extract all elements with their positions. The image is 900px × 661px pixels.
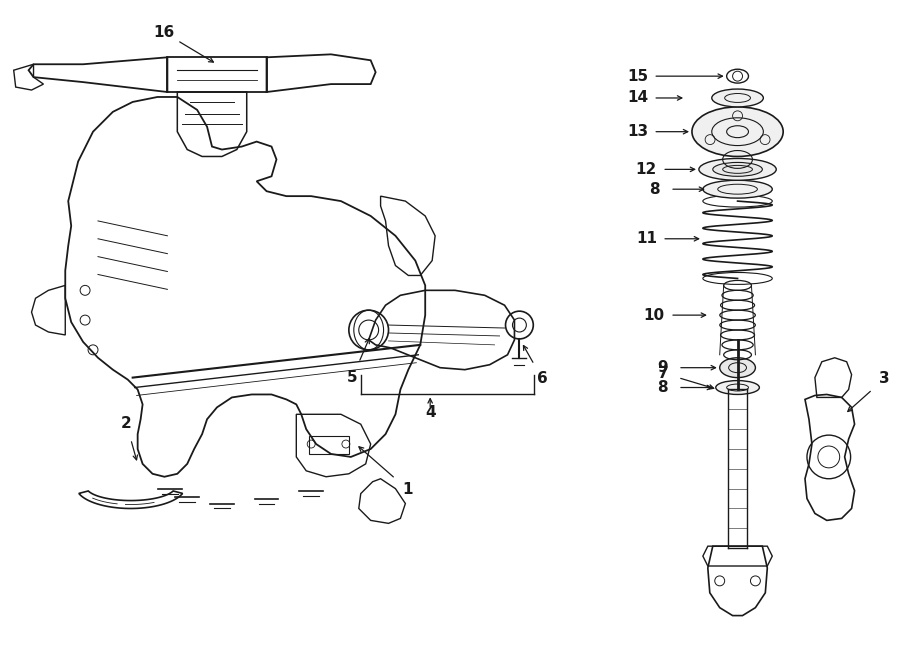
Ellipse shape bbox=[713, 163, 762, 176]
Text: 8: 8 bbox=[649, 182, 660, 197]
Text: 12: 12 bbox=[635, 162, 657, 177]
Text: 4: 4 bbox=[425, 405, 436, 420]
Text: 11: 11 bbox=[635, 231, 657, 247]
Text: 2: 2 bbox=[122, 416, 131, 431]
Ellipse shape bbox=[712, 89, 763, 107]
Text: 3: 3 bbox=[879, 371, 889, 387]
Text: 7: 7 bbox=[658, 366, 668, 381]
Ellipse shape bbox=[703, 180, 772, 198]
Text: 13: 13 bbox=[626, 124, 648, 139]
Text: 9: 9 bbox=[657, 360, 668, 375]
Text: 8: 8 bbox=[657, 380, 668, 395]
Text: 14: 14 bbox=[626, 91, 648, 106]
Ellipse shape bbox=[720, 358, 755, 377]
Ellipse shape bbox=[699, 159, 776, 180]
Ellipse shape bbox=[716, 381, 760, 395]
Text: 1: 1 bbox=[402, 482, 413, 496]
Text: 10: 10 bbox=[644, 307, 665, 323]
Text: 5: 5 bbox=[347, 369, 358, 385]
Text: 6: 6 bbox=[536, 371, 547, 386]
Text: 15: 15 bbox=[626, 69, 648, 84]
Text: 16: 16 bbox=[153, 25, 175, 40]
Ellipse shape bbox=[692, 107, 783, 157]
